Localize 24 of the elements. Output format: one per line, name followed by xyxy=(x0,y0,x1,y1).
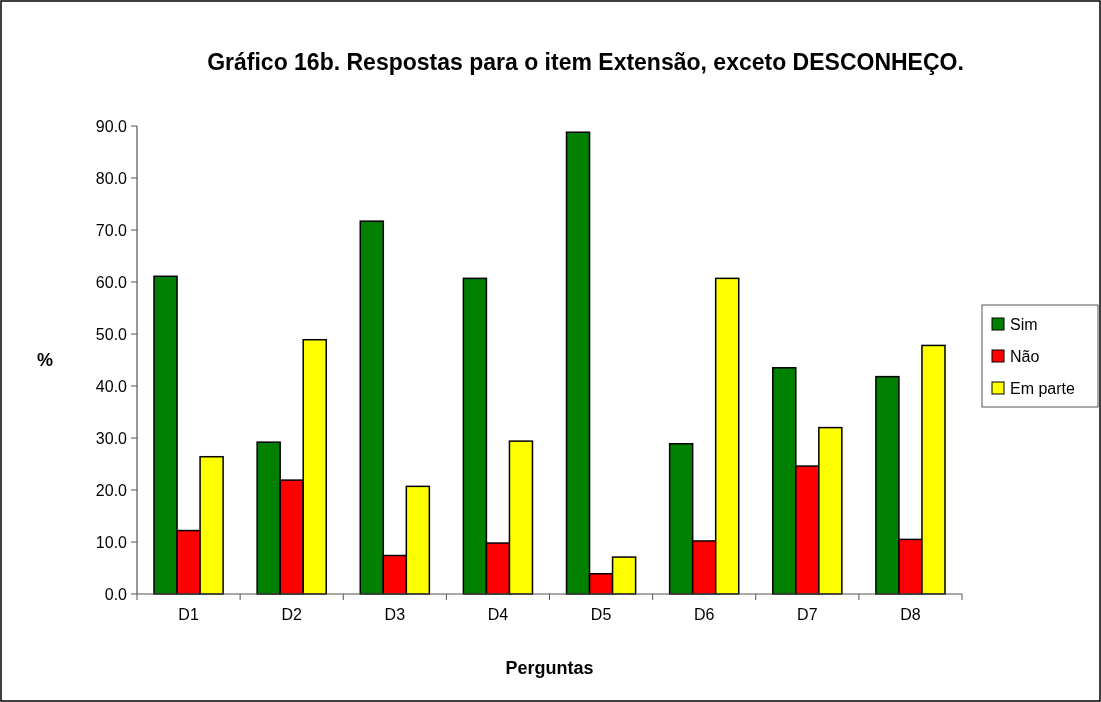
y-tick-label: 40.0 xyxy=(95,377,128,395)
y-tick-label: 30.0 xyxy=(95,429,128,447)
y-tick-label: 80.0 xyxy=(95,169,128,187)
x-tick-label: D8 xyxy=(900,606,921,623)
y-tick-label: 0.0 xyxy=(104,585,128,603)
chart-title: Gráfico 16b. Respostas para o item Extensão, exceto DESCONHEÇO. xyxy=(207,49,964,75)
legend-label: Sim xyxy=(1010,315,1038,333)
x-tick-label: D1 xyxy=(178,606,199,623)
legend-label: Não xyxy=(1010,347,1040,365)
x-tick-label: D6 xyxy=(693,606,715,623)
y-tick-label: 90.0 xyxy=(95,117,128,135)
x-axis-title: Perguntas xyxy=(505,658,594,678)
x-tick-label: D5 xyxy=(590,606,612,623)
y-tick-label: 60.0 xyxy=(95,273,128,291)
x-tick-label: D7 xyxy=(797,606,818,623)
x-tick-label: D2 xyxy=(281,606,303,623)
y-axis-title: % xyxy=(36,350,54,371)
y-tick-label: 70.0 xyxy=(95,221,128,239)
x-tick-label: D4 xyxy=(487,606,509,623)
y-tick-label: 50.0 xyxy=(95,325,128,343)
x-tick-label: D3 xyxy=(384,606,406,623)
y-tick-label: 20.0 xyxy=(95,481,128,499)
legend-label: Em parte xyxy=(1010,379,1076,397)
y-tick-label: 10.0 xyxy=(95,533,128,551)
